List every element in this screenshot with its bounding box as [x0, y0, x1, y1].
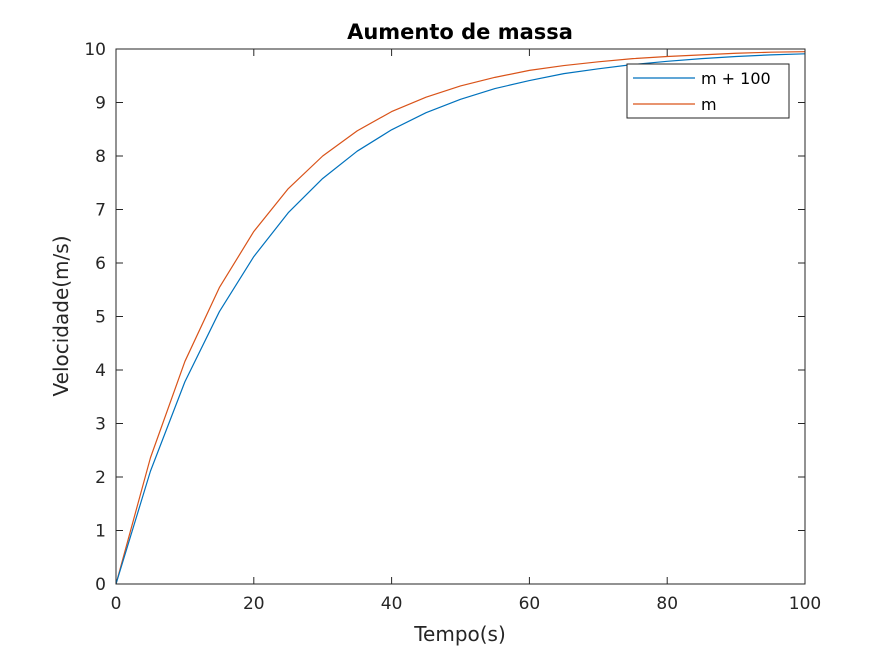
- chart-title: Aumento de massa: [347, 20, 573, 44]
- y-tick-label: 5: [95, 308, 106, 328]
- legend-box: [626, 63, 790, 119]
- y-tick-label: 9: [95, 94, 106, 114]
- y-tick-label: 8: [95, 147, 106, 167]
- y-tick-label: 7: [95, 201, 106, 221]
- series-layer: [115, 51, 806, 585]
- series-line-1: [115, 51, 806, 585]
- y-tick-label: 2: [95, 468, 106, 488]
- y-tick-label: 1: [95, 522, 106, 542]
- axes-layer: 0 20 40 60 80 100 0 1 2 3 4 5 6 7 8 9 10: [84, 40, 821, 614]
- x-tick-label: 60: [519, 594, 541, 614]
- legend-label-1: m: [701, 95, 717, 114]
- x-tick-label: 20: [243, 594, 265, 614]
- legend-label-0: m + 100: [701, 69, 771, 88]
- legend: m + 100 m: [626, 63, 790, 119]
- x-axis-title: Tempo(s): [413, 622, 506, 646]
- y-tick-label: 0: [95, 575, 106, 595]
- x-tick-label: 80: [656, 594, 678, 614]
- y-axis-title: Velocidade(m/s): [49, 236, 73, 397]
- series-line-0: [115, 53, 806, 585]
- y-tick-label: 10: [84, 40, 106, 60]
- x-tick-label: 100: [789, 594, 821, 614]
- y-tick-label: 3: [95, 415, 106, 435]
- y-tick-label: 6: [95, 254, 106, 274]
- x-tick-label: 0: [111, 594, 122, 614]
- x-tick-label: 40: [381, 594, 403, 614]
- plot-area: [116, 49, 805, 584]
- y-tick-label: 4: [95, 361, 106, 381]
